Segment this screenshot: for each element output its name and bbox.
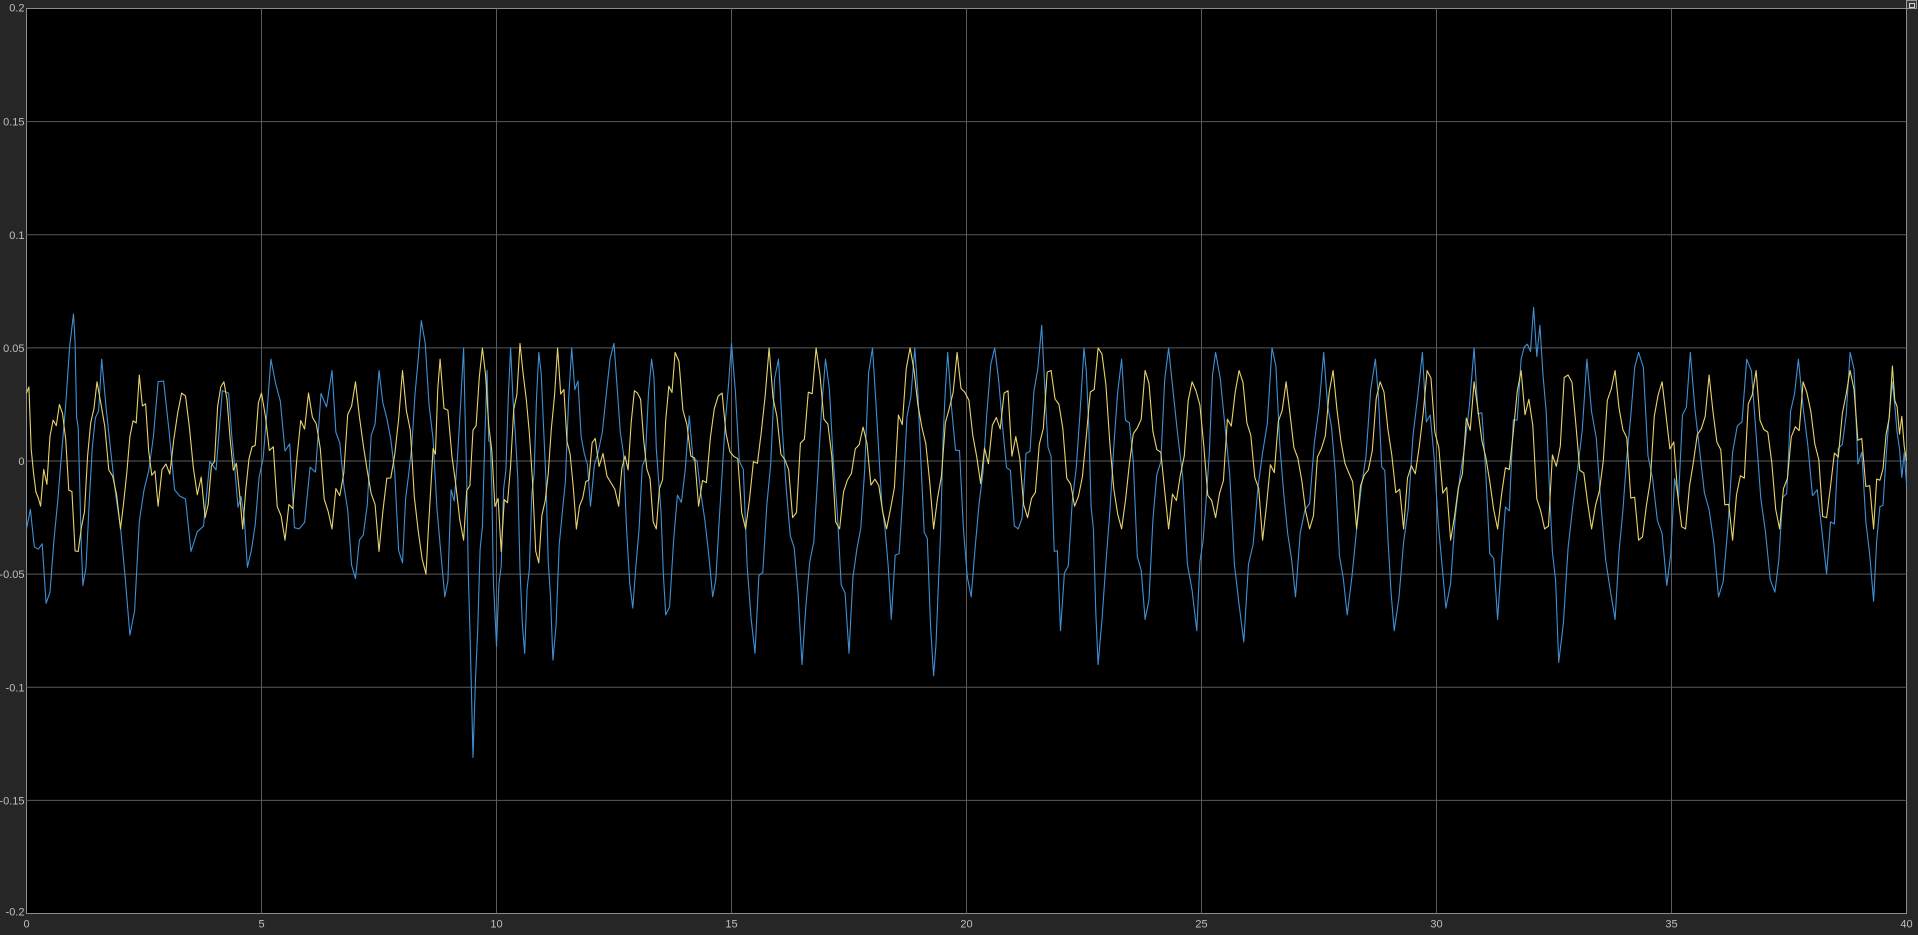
x-axis-ticks: 0 5 10 15 20 25 30 35 40: [23, 919, 1912, 931]
y-tick-label: 0.2: [9, 3, 24, 15]
maximize-icon[interactable]: [1906, 0, 1917, 9]
series-line-1: [25, 306, 1908, 758]
x-tick-label: 10: [490, 919, 502, 931]
x-tick-label: 20: [960, 919, 972, 931]
y-tick-label: -0.15: [0, 795, 25, 807]
y-tick-label: -0.05: [0, 569, 25, 581]
x-tick-label: 35: [1665, 919, 1677, 931]
series-group: [25, 306, 1908, 758]
x-tick-label: 30: [1430, 919, 1442, 931]
y-tick-label: 0.05: [3, 343, 24, 355]
y-tick-label: 0: [18, 456, 24, 468]
y-tick-label: 0.15: [3, 117, 24, 129]
x-tick-label: 25: [1195, 919, 1207, 931]
series-line-2: [25, 342, 1908, 575]
y-tick-label: -0.2: [6, 907, 25, 919]
x-tick-label: 40: [1900, 919, 1912, 931]
x-tick-label: 5: [258, 919, 264, 931]
y-tick-label: -0.1: [6, 682, 25, 694]
grid: [26, 8, 1907, 914]
x-tick-label: 0: [23, 919, 29, 931]
x-tick-label: 15: [725, 919, 737, 931]
y-axis-ticks: 0.2 0.15 0.1 0.05 0 -0.05 -0.1 -0.15 -0.2: [0, 3, 25, 919]
y-tick-label: 0.1: [9, 230, 24, 242]
